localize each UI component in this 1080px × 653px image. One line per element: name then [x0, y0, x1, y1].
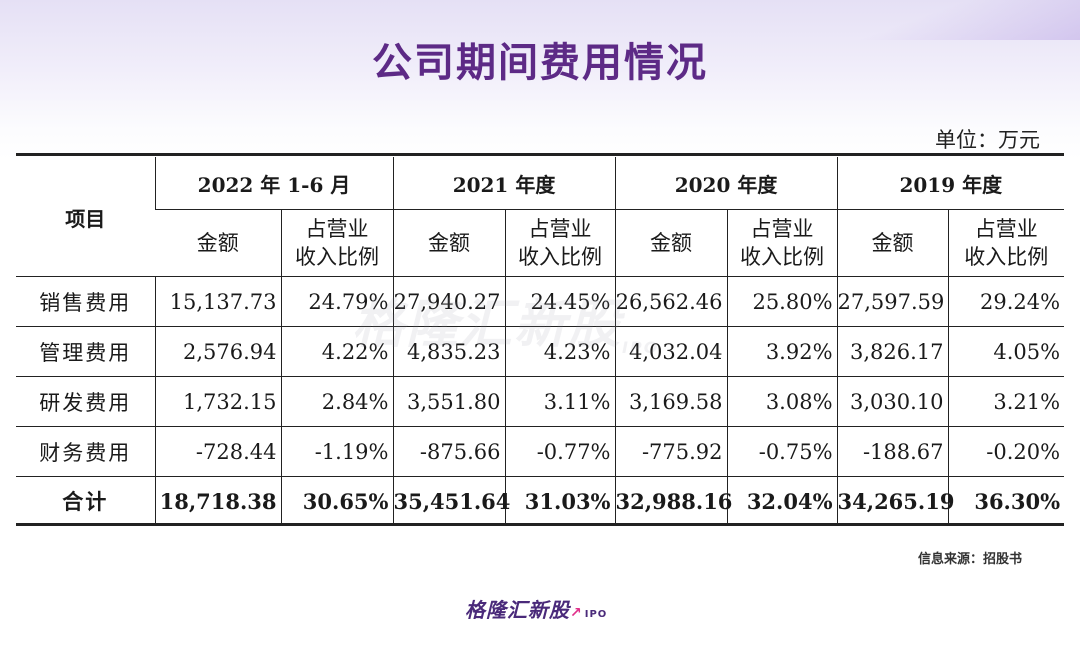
ratio-cell: 31.03%	[504, 476, 616, 526]
amount-cell: 2,576.94	[154, 326, 281, 377]
amount-cell: 3,551.80	[392, 376, 505, 427]
expense-table: 项目 2022 年 1-6 月 2021 年度 2020 年度 2019 年度 …	[16, 157, 1065, 526]
amount-cell: -775.92	[614, 426, 728, 477]
period-header: 2021 年度	[392, 157, 616, 210]
ratio-cell: 24.79%	[280, 276, 393, 327]
amount-cell: -875.66	[392, 426, 505, 477]
amount-cell: 3,030.10	[836, 376, 949, 427]
amount-cell: 26,562.46	[614, 276, 728, 327]
table-row: 研发费用 1,732.15 2.84% 3,551.80 3.11% 3,169…	[16, 376, 1065, 427]
ratio-cell: 24.45%	[504, 276, 616, 327]
watermark: 格隆汇新股IPO	[352, 295, 660, 357]
ratio-subheader: 占营业 收入比例	[947, 209, 1065, 277]
table-top-rule	[16, 153, 1064, 156]
total-row: 合计 18,718.38 30.65% 35,451.64 31.03% 32,…	[16, 476, 1065, 526]
ratio-cell: 36.30%	[947, 476, 1065, 526]
ratio-cell: -0.20%	[947, 426, 1065, 477]
amount-cell: 3,826.17	[836, 326, 949, 377]
trend-arrow-icon: ↗	[570, 605, 583, 621]
amount-subheader: 金额	[614, 209, 728, 277]
period-header: 2022 年 1-6 月	[154, 157, 393, 210]
amount-cell: -728.44	[154, 426, 281, 477]
ratio-subheader: 占营业 收入比例	[726, 209, 838, 277]
amount-subheader: 金额	[392, 209, 505, 277]
amount-cell: 3,169.58	[614, 376, 728, 427]
table-row: 财务费用 -728.44 -1.19% -875.66 -0.77% -775.…	[16, 426, 1065, 477]
row-label: 研发费用	[16, 376, 155, 427]
ratio-cell: -0.77%	[504, 426, 616, 477]
ratio-cell: -1.19%	[280, 426, 393, 477]
page-title: 公司期间费用情况	[372, 40, 708, 86]
ratio-cell: 2.84%	[280, 376, 393, 427]
unit-label: 单位：万元	[935, 128, 1040, 152]
ratio-cell: 4.23%	[504, 326, 616, 377]
amount-cell: 27,597.59	[836, 276, 949, 327]
amount-cell: 1,732.15	[154, 376, 281, 427]
amount-cell: 4,835.23	[392, 326, 505, 377]
row-label: 合计	[16, 476, 155, 526]
row-label: 销售费用	[16, 276, 155, 327]
ratio-subheader: 占营业 收入比例	[504, 209, 616, 277]
ratio-cell: -0.75%	[726, 426, 838, 477]
ratio-cell: 25.80%	[726, 276, 838, 327]
ratio-cell: 3.11%	[504, 376, 616, 427]
brand-logo: 格隆汇新股↗ IPO	[465, 598, 608, 622]
header-corner-decoration	[820, 0, 1080, 40]
period-header: 2019 年度	[836, 157, 1065, 210]
ratio-subheader: 占营业 收入比例	[280, 209, 393, 277]
amount-cell: 35,451.64	[392, 476, 510, 526]
amount-cell: 32,988.16	[614, 476, 732, 526]
source-note: 信息来源：招股书	[917, 552, 1022, 567]
amount-subheader: 金额	[836, 209, 949, 277]
ratio-cell: 32.04%	[726, 476, 838, 526]
ratio-cell: 4.22%	[280, 326, 393, 377]
period-header: 2020 年度	[614, 157, 838, 210]
row-label: 管理费用	[16, 326, 155, 377]
table-row: 销售费用 15,137.73 24.79% 27,940.27 24.45% 2…	[16, 276, 1065, 327]
table-bottom-rule	[16, 523, 1064, 526]
amount-cell: 15,137.73	[154, 276, 281, 327]
row-label: 财务费用	[16, 426, 155, 477]
ratio-cell: 30.65%	[280, 476, 393, 526]
amount-cell: -188.67	[836, 426, 949, 477]
amount-cell: 27,940.27	[392, 276, 505, 327]
ratio-cell: 3.08%	[726, 376, 838, 427]
amount-cell: 34,265.19	[836, 476, 954, 526]
ratio-cell: 3.92%	[726, 326, 838, 377]
amount-cell: 4,032.04	[614, 326, 728, 377]
amount-subheader: 金额	[155, 209, 281, 277]
ratio-cell: 4.05%	[947, 326, 1065, 377]
item-header: 项目	[16, 157, 155, 277]
ratio-cell: 3.21%	[947, 376, 1065, 427]
ratio-cell: 29.24%	[947, 276, 1065, 327]
table-row: 管理费用 2,576.94 4.22% 4,835.23 4.23% 4,032…	[16, 326, 1065, 377]
amount-cell: 18,718.38	[154, 476, 281, 526]
